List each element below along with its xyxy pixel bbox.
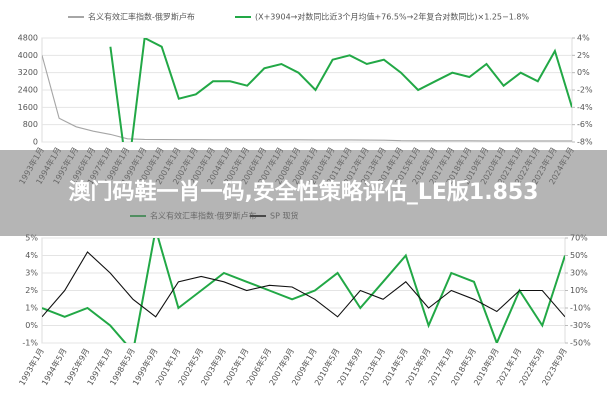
y-tick-label: 4800 <box>18 34 38 43</box>
y2-tick-label: -8% <box>577 138 593 147</box>
y2-tick-label: 10% <box>570 286 588 295</box>
y-tick-label: 2400 <box>18 86 38 95</box>
series-line <box>109 38 572 142</box>
y-tick-label: 5% <box>25 234 38 243</box>
y-tick-label: 1600 <box>18 103 38 112</box>
y2-tick-label: -50% <box>570 339 591 348</box>
series-line <box>42 251 565 318</box>
series-line <box>42 55 572 142</box>
y-tick-label: -1% <box>22 339 38 348</box>
y-tick-label: 800 <box>23 120 38 129</box>
y2-tick-label: -30% <box>570 321 591 330</box>
y2-tick-label: -6% <box>577 120 593 129</box>
y-tick-label: 3200 <box>18 68 38 77</box>
y2-tick-label: 2% <box>577 51 590 60</box>
series-line <box>42 238 565 343</box>
y-tick-label: 4% <box>25 251 38 260</box>
legend-label: (X+3904→对数同比近3个月均值+76.5%→2年复合对数同比)×1.25−… <box>255 12 529 22</box>
y2-tick-label: -10% <box>570 304 591 313</box>
banner: 澳门码鞋一肖一码,安全性策略评估_LE版1.853 <box>0 150 607 236</box>
y-tick-label: 2% <box>25 286 38 295</box>
y2-tick-label: 70% <box>570 234 588 243</box>
y-tick-label: 3% <box>25 269 38 278</box>
y-tick-label: 4000 <box>18 51 38 60</box>
y2-tick-label: -2% <box>577 86 593 95</box>
y2-tick-label: 0% <box>577 68 590 77</box>
y-tick-label: 0 <box>33 138 38 147</box>
y2-tick-label: -4% <box>577 103 593 112</box>
y-tick-label: 0% <box>25 321 38 330</box>
legend-label: 名义有效汇率指数-俄罗斯卢布 <box>88 12 195 22</box>
y2-tick-label: 4% <box>577 34 590 43</box>
y-tick-label: 1% <box>25 304 38 313</box>
y2-tick-label: 30% <box>570 269 588 278</box>
y2-tick-label: 50% <box>570 251 588 260</box>
banner-title: 澳门码鞋一肖一码,安全性策略评估_LE版1.853 <box>68 180 539 205</box>
